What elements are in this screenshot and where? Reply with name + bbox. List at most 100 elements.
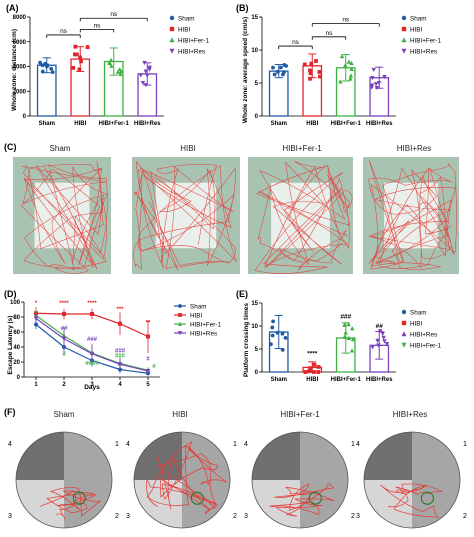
data-point-hibi-fer-1 bbox=[109, 63, 114, 68]
platform-circle bbox=[72, 491, 86, 505]
significance-label: ns bbox=[342, 17, 350, 24]
significance-label: # bbox=[146, 357, 150, 363]
x-tick-label-hibi-fer-1: HIBI+Fer-1 bbox=[331, 377, 362, 383]
data-point-hibi-res bbox=[371, 67, 376, 73]
panel-letter-d: (D) bbox=[4, 289, 17, 299]
significance-label: ns bbox=[60, 28, 68, 35]
pool-quadrant-4 bbox=[16, 432, 64, 480]
significance-label: ## bbox=[376, 323, 384, 330]
data-point-hibi bbox=[314, 59, 318, 63]
legend-d: Sham HIBI HIBI+Fer-1 HIBI+Res bbox=[174, 303, 221, 337]
data-point-sham bbox=[34, 322, 38, 327]
data-point-hibi-fer-1 bbox=[346, 59, 352, 64]
legend-marker-hibi bbox=[169, 26, 175, 32]
data-point-hibi-res bbox=[33, 316, 39, 321]
data-point-hibi bbox=[318, 74, 322, 79]
data-point-hibi-fer-1 bbox=[346, 322, 351, 327]
quadrant-label-3: 3 bbox=[8, 513, 12, 520]
data-point-hibi-fer-1 bbox=[350, 337, 356, 342]
panel-letter-a: (A) bbox=[6, 3, 19, 13]
pool-edge bbox=[133, 431, 231, 529]
legend-label-hibi: HIBI bbox=[190, 312, 202, 319]
significance-label: **** bbox=[307, 350, 318, 357]
legend-label-hibi-fer-1: HIBI+Fer-1 bbox=[410, 37, 441, 44]
ylabel-d: Escape Latency (s) bbox=[7, 316, 14, 375]
data-point-hibi-fer-1 bbox=[350, 326, 355, 331]
data-point-sham bbox=[270, 333, 275, 338]
data-point-hibi bbox=[146, 334, 150, 339]
data-point-hibi-fer-1 bbox=[349, 66, 354, 71]
data-point-hibi bbox=[78, 55, 82, 60]
y-tick-label: 5 bbox=[255, 81, 259, 87]
data-point-hibi bbox=[74, 52, 79, 57]
data-point-hibi-res bbox=[376, 343, 381, 348]
data-point-hibi bbox=[302, 62, 307, 67]
data-point-hibi bbox=[303, 370, 308, 374]
arena-hibi-res bbox=[363, 157, 459, 274]
data-point-hibi-res bbox=[384, 342, 390, 347]
data-point-sham bbox=[281, 72, 285, 77]
y-tick-label: 0 bbox=[23, 114, 27, 120]
data-point-hibi bbox=[308, 71, 313, 76]
y-tick-label: 0 bbox=[17, 375, 21, 381]
y-tick-label: 15 bbox=[251, 301, 258, 307]
platform-circle bbox=[190, 491, 204, 505]
arena-hibi bbox=[132, 157, 240, 274]
x-tick-label-hibi-res: HIBI+Res bbox=[366, 377, 393, 383]
pool-title-res: HIBI+Res bbox=[393, 410, 427, 419]
y-tick-label: 5 bbox=[255, 347, 259, 353]
arena-hibi-fer-1 bbox=[248, 157, 353, 274]
legend-label-hibi-res: HIBI+Res bbox=[410, 48, 437, 55]
significance-label: **** bbox=[87, 301, 97, 307]
data-point-hibi-res bbox=[370, 75, 375, 81]
panel-a: (A) Whole zone: distance (cm) 0 2000 4000 6… bbox=[6, 3, 209, 127]
data-point-hibi-fer-1 bbox=[338, 79, 343, 84]
data-point-sham bbox=[280, 347, 285, 352]
significance-label: ### bbox=[340, 314, 351, 321]
x-tick-label: 1 bbox=[34, 382, 38, 388]
legend-marker-sham bbox=[178, 304, 182, 308]
quadrant-label-4: 4 bbox=[356, 441, 360, 448]
ylabel-e: Platform crossing times bbox=[243, 303, 250, 377]
pool-quadrant-1 bbox=[182, 432, 230, 480]
legend-marker-hibi-fer-1 bbox=[169, 37, 175, 43]
data-point-hibi-res bbox=[61, 336, 67, 342]
arena-title-sham: Sham bbox=[50, 144, 71, 153]
significance-label: *** bbox=[116, 307, 124, 313]
arena-title-res: HIBI+Res bbox=[397, 144, 431, 153]
pool-edge bbox=[15, 431, 113, 529]
pool-edge bbox=[363, 431, 461, 529]
quadrant-label-2: 2 bbox=[115, 513, 119, 520]
significance-label: ns bbox=[326, 30, 334, 37]
x-tick-label-hibi: HIBI bbox=[306, 377, 318, 383]
trajectory bbox=[254, 161, 353, 274]
x-tick-label-sham: Sham bbox=[271, 121, 287, 127]
swim-path bbox=[146, 441, 227, 515]
open-field-arenas bbox=[13, 157, 459, 274]
pool-hibi-fer-1: 1 2 3 4 bbox=[244, 431, 355, 529]
data-point-hibi bbox=[90, 312, 94, 316]
data-point-sham bbox=[50, 70, 55, 75]
x-tick-label-sham: Sham bbox=[271, 377, 287, 383]
significance-label: #### bbox=[85, 361, 99, 367]
x-tick-label-hibi-fer-1: HIBI+Fer-1 bbox=[331, 121, 362, 127]
quadrant-label-4: 4 bbox=[126, 441, 130, 448]
panel-letter-b: (B) bbox=[236, 3, 249, 13]
data-point-hibi-res bbox=[89, 351, 95, 357]
legend-marker-sham bbox=[401, 15, 407, 21]
data-point-hibi-res bbox=[140, 80, 146, 86]
data-point-hibi bbox=[71, 65, 76, 70]
data-point-hibi-res bbox=[376, 80, 382, 86]
xlabel-d: Days bbox=[84, 384, 100, 391]
legend-label-sham: Sham bbox=[410, 15, 426, 22]
x-tick-label: 5 bbox=[146, 382, 150, 388]
data-point-hibi-fer-1 bbox=[343, 62, 348, 68]
data-point-sham bbox=[38, 60, 43, 65]
legend-label-sham: Sham bbox=[190, 303, 206, 310]
data-point-sham bbox=[280, 331, 285, 336]
legend-label-hibi-fer-1: HIBI+Fer-1 bbox=[190, 321, 221, 328]
